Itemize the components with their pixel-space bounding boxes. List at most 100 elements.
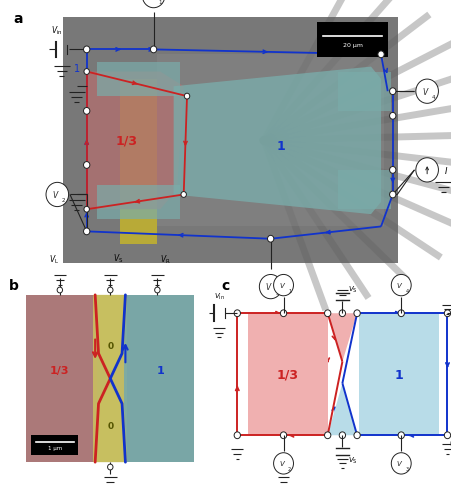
Circle shape — [415, 158, 437, 182]
Bar — [317, 23, 387, 58]
Circle shape — [391, 453, 410, 474]
Polygon shape — [93, 295, 127, 462]
Text: 4: 4 — [405, 288, 408, 293]
Polygon shape — [87, 73, 183, 210]
Circle shape — [57, 287, 62, 293]
Circle shape — [397, 432, 404, 439]
Circle shape — [180, 192, 186, 198]
Polygon shape — [93, 295, 127, 372]
Circle shape — [389, 167, 395, 174]
Text: 1: 1 — [394, 368, 403, 381]
Circle shape — [443, 432, 450, 439]
Circle shape — [391, 275, 410, 296]
Circle shape — [273, 275, 293, 296]
Text: 1/3: 1/3 — [50, 365, 69, 376]
Circle shape — [397, 310, 404, 317]
Text: $V$: $V$ — [278, 280, 285, 289]
Polygon shape — [93, 385, 127, 462]
Circle shape — [83, 228, 90, 235]
Polygon shape — [173, 67, 380, 215]
Bar — [63, 18, 397, 264]
Circle shape — [150, 47, 156, 54]
Circle shape — [389, 192, 395, 198]
Circle shape — [46, 183, 69, 207]
Bar — [31, 436, 78, 455]
Bar — [26, 295, 97, 462]
Circle shape — [83, 162, 90, 169]
Circle shape — [84, 70, 89, 76]
Polygon shape — [327, 314, 356, 362]
Text: 2: 2 — [62, 198, 65, 203]
Circle shape — [184, 94, 189, 100]
Circle shape — [377, 52, 383, 59]
Text: 0: 0 — [107, 421, 113, 430]
Text: $V$: $V$ — [396, 280, 403, 289]
Circle shape — [389, 113, 395, 120]
Bar — [247, 314, 327, 436]
Text: 1: 1 — [276, 139, 285, 152]
Text: 4: 4 — [431, 95, 434, 100]
Polygon shape — [120, 80, 156, 244]
Circle shape — [142, 0, 165, 9]
Polygon shape — [97, 62, 180, 97]
Text: $V$: $V$ — [148, 0, 156, 1]
Polygon shape — [327, 383, 356, 436]
Circle shape — [234, 432, 240, 439]
Text: 1/3: 1/3 — [276, 368, 298, 381]
Polygon shape — [337, 73, 390, 112]
Circle shape — [339, 432, 345, 439]
Circle shape — [267, 236, 273, 242]
Circle shape — [234, 310, 240, 317]
Bar — [26, 295, 194, 462]
Circle shape — [339, 310, 345, 317]
Circle shape — [84, 207, 89, 212]
Text: 3: 3 — [275, 290, 278, 295]
Circle shape — [353, 432, 359, 439]
Text: $I$: $I$ — [443, 165, 447, 176]
Polygon shape — [97, 185, 180, 220]
Text: $V_{\rm in}$: $V_{\rm in}$ — [51, 24, 62, 37]
Circle shape — [389, 89, 395, 95]
Text: $V$: $V$ — [265, 281, 272, 291]
Text: 3: 3 — [405, 467, 408, 471]
Bar — [124, 295, 194, 462]
Bar — [359, 314, 438, 436]
Circle shape — [415, 80, 437, 104]
Circle shape — [83, 108, 90, 115]
Circle shape — [107, 464, 113, 470]
Text: 2: 2 — [287, 467, 290, 471]
Circle shape — [154, 287, 160, 293]
Text: 0V: 0V — [449, 439, 451, 449]
Text: $V_{\rm L}$: $V_{\rm L}$ — [49, 253, 60, 266]
Text: $V$: $V$ — [421, 86, 428, 96]
Circle shape — [107, 287, 113, 293]
Circle shape — [83, 47, 90, 54]
Circle shape — [259, 275, 281, 299]
Text: 1: 1 — [158, 0, 161, 4]
Circle shape — [353, 310, 359, 317]
Text: 1 μm: 1 μm — [47, 446, 62, 451]
Text: $V_{\rm S}$: $V_{\rm S}$ — [347, 284, 357, 294]
Text: $V_{\rm in}$: $V_{\rm in}$ — [213, 291, 224, 302]
Text: 20 μm: 20 μm — [342, 43, 362, 48]
Text: $V$: $V$ — [396, 458, 403, 467]
Circle shape — [324, 310, 330, 317]
Text: 1: 1 — [74, 64, 80, 74]
Text: 1/3: 1/3 — [115, 135, 138, 148]
Text: $V_{\rm S}$: $V_{\rm S}$ — [347, 454, 357, 465]
Polygon shape — [337, 170, 390, 210]
Text: 1: 1 — [287, 288, 290, 293]
Circle shape — [443, 310, 450, 317]
Circle shape — [280, 310, 286, 317]
Text: 0: 0 — [107, 341, 113, 350]
Text: c: c — [221, 278, 229, 292]
Circle shape — [280, 432, 286, 439]
Text: 1: 1 — [156, 365, 164, 376]
Text: a: a — [14, 12, 23, 26]
Circle shape — [273, 453, 293, 474]
Circle shape — [324, 432, 330, 439]
Text: b: b — [9, 278, 19, 292]
Text: $V_{\rm R}$: $V_{\rm R}$ — [159, 253, 170, 266]
Bar — [156, 55, 383, 227]
Text: $V$: $V$ — [52, 189, 60, 199]
